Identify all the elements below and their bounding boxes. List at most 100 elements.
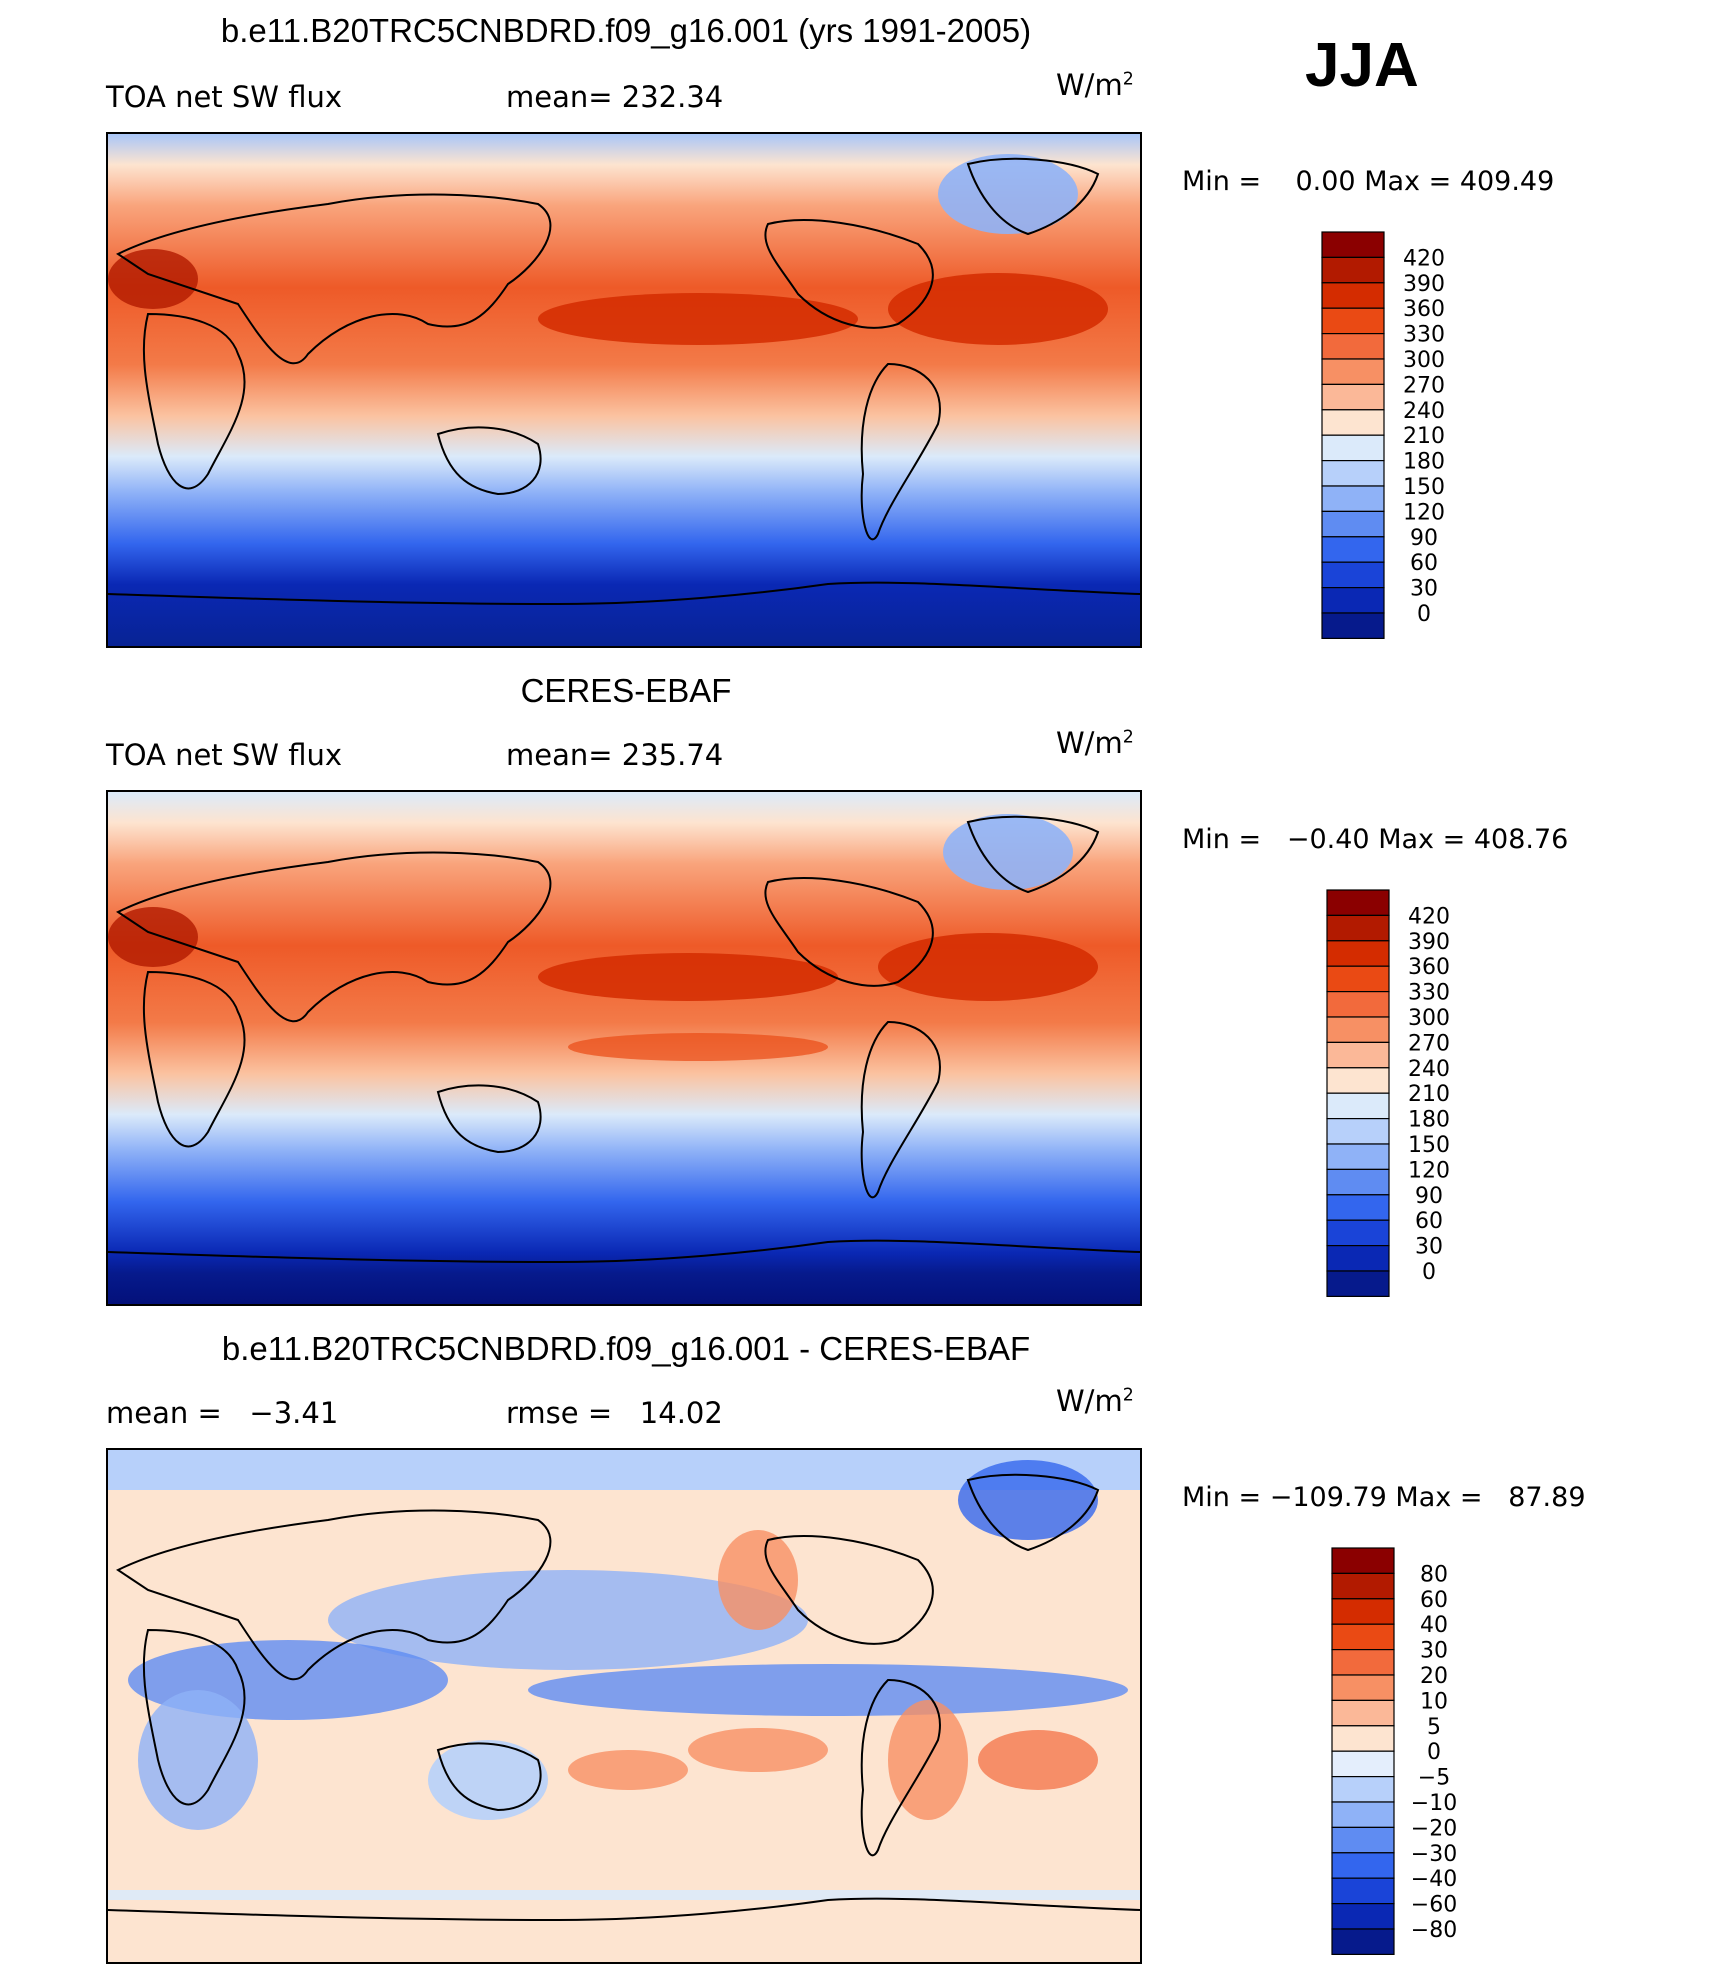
panel2-map: [106, 790, 1142, 1306]
panel1-min-value: 0.00: [1295, 166, 1356, 197]
colorbar-tick-label: 120: [1403, 500, 1445, 525]
colorbar-tick-label: 30: [1420, 1639, 1448, 1664]
colorbar-tick-label: 150: [1408, 1133, 1450, 1158]
colorbar-swatch: [1331, 1928, 1395, 1955]
panel3-mean-label: mean =: [106, 1396, 222, 1430]
panel1-min-label: Min =: [1182, 166, 1262, 197]
panel1-mean-value: 232.34: [621, 80, 724, 114]
panel1-mean: mean= 232.34: [506, 80, 723, 114]
colorbar-tick-label: 0: [1417, 602, 1431, 627]
colorbar-swatch: [1331, 1598, 1395, 1625]
panel1-title: b.e11.B20TRC5CNBDRD.f09_g16.001 (yrs 199…: [220, 12, 1032, 49]
colorbar-swatch: [1326, 1016, 1390, 1043]
panel3-colorbar: 80 60 40 30 20 10 5 0 −5 −10 −20 −30 −40 −60 −80: [1331, 1547, 1552, 1963]
colorbar-tick-label: 60: [1420, 1588, 1448, 1613]
panel1-units: W/m2: [1056, 68, 1134, 102]
colorbar-tick-label: 330: [1403, 323, 1445, 348]
colorbar-tick-label: 30: [1410, 577, 1438, 602]
colorbar-swatch: [1321, 460, 1385, 487]
panel3-minmax: Min = −109.79 Max = 87.89: [1182, 1482, 1586, 1513]
panel3-max-label: Max =: [1395, 1482, 1483, 1513]
colorbar-tick-label: 60: [1415, 1209, 1443, 1234]
colorbar-swatch: [1326, 1143, 1390, 1170]
colorbar-swatch: [1331, 1903, 1395, 1930]
panel1-max-value: 409.49: [1459, 166, 1555, 197]
panel1-mean-label: mean=: [506, 80, 613, 114]
colorbar-tick-label: 90: [1415, 1184, 1443, 1209]
colorbar-swatch: [1331, 1750, 1395, 1778]
panel3-map: [106, 1448, 1142, 1964]
colorbar-tick-label: −80: [1411, 1918, 1457, 1943]
panel2-max-label: Max =: [1378, 824, 1466, 855]
colorbar-swatch: [1331, 1852, 1395, 1879]
units-base: W/m: [1056, 726, 1123, 760]
colorbar-swatch: [1321, 282, 1385, 309]
colorbar-swatch: [1321, 307, 1385, 335]
panel2-colorbar: 420 390 360 330 300 270 240 210 180 150 120 90 60 30 0: [1326, 889, 1547, 1305]
colorbar-tick-label: −10: [1411, 1791, 1457, 1816]
colorbar-swatch: [1326, 1219, 1390, 1247]
colorbar-swatch: [1321, 256, 1385, 284]
colorbar-swatch: [1326, 1092, 1390, 1120]
colorbar-tick-label: 180: [1403, 450, 1445, 475]
colorbar-tick-label: 90: [1410, 526, 1438, 551]
colorbar-swatch: [1321, 409, 1385, 436]
colorbar-swatch: [1321, 536, 1385, 563]
colorbar-swatch: [1331, 1725, 1395, 1752]
season-label: JJA: [1305, 31, 1419, 100]
panel3-min-label: Min =: [1182, 1482, 1262, 1513]
panel3-rmse: rmse = 14.02: [506, 1396, 723, 1430]
colorbar-swatch: [1331, 1547, 1395, 1574]
colorbar-swatch: [1326, 940, 1390, 967]
colorbar-tick-label: 180: [1408, 1108, 1450, 1133]
colorbar-tick-label: 0: [1422, 1260, 1436, 1285]
colorbar-tick-label: 240: [1403, 399, 1445, 424]
colorbar-tick-label: 270: [1408, 1031, 1450, 1056]
colorbar-swatch: [1331, 1776, 1395, 1803]
panel1-map: [106, 132, 1142, 648]
colorbar-tick-label: 270: [1403, 373, 1445, 398]
colorbar-swatch: [1331, 1877, 1395, 1905]
colorbar-swatch: [1326, 1118, 1390, 1145]
colorbar-swatch: [1331, 1826, 1395, 1854]
colorbar-swatch: [1321, 358, 1385, 385]
colorbar-swatch: [1326, 965, 1390, 993]
colorbar-swatch: [1326, 1041, 1390, 1069]
colorbar-swatch: [1326, 914, 1390, 942]
panel1-minmax: Min = 0.00 Max = 409.49: [1182, 166, 1554, 197]
colorbar-swatch: [1331, 1623, 1395, 1651]
colorbar-tick-label: 210: [1403, 424, 1445, 449]
colorbar-tick-label: 420: [1403, 246, 1445, 271]
panel3-rmse-value: 14.02: [639, 1396, 723, 1430]
panel1-max-label: Max =: [1364, 166, 1452, 197]
panel3-max-value: 87.89: [1508, 1482, 1586, 1513]
panel3-units: W/m2: [1056, 1384, 1134, 1418]
colorbar-tick-label: 60: [1410, 551, 1438, 576]
panel2-mean: mean= 235.74: [506, 738, 723, 772]
colorbar-swatch: [1326, 1067, 1390, 1094]
panel3-mean: mean = −3.41: [106, 1396, 338, 1430]
panel3-min-value: −109.79: [1269, 1482, 1387, 1513]
units-base: W/m: [1056, 68, 1123, 102]
units-exp: 2: [1122, 727, 1134, 748]
colorbar-tick-label: −5: [1418, 1766, 1450, 1791]
colorbar-tick-label: −20: [1411, 1816, 1457, 1841]
colorbar-tick-label: 300: [1408, 1006, 1450, 1031]
colorbar-tick-label: 30: [1415, 1235, 1443, 1260]
colorbar-swatch: [1321, 612, 1385, 639]
panel2-min-label: Min =: [1182, 824, 1262, 855]
colorbar-swatch: [1321, 332, 1385, 360]
colorbar-tick-label: 240: [1408, 1057, 1450, 1082]
colorbar-swatch: [1331, 1674, 1395, 1701]
panel3-title: b.e11.B20TRC5CNBDRD.f09_g16.001 - CERES-…: [221, 1330, 1031, 1367]
colorbar-swatch: [1321, 485, 1385, 512]
colorbar-tick-label: 300: [1403, 348, 1445, 373]
colorbar-tick-label: −60: [1411, 1893, 1457, 1918]
colorbar-tick-label: 390: [1403, 272, 1445, 297]
panel2-title: CERES-EBAF: [520, 672, 732, 709]
colorbar-tick-label: 390: [1408, 930, 1450, 955]
colorbar-tick-label: 360: [1403, 297, 1445, 322]
panel1-colorbar: 420 390 360 330 300 270 240 210 180 150 120 90 60 30 0: [1321, 231, 1542, 647]
colorbar-tick-label: 120: [1408, 1158, 1450, 1183]
units-exp: 2: [1122, 69, 1134, 90]
